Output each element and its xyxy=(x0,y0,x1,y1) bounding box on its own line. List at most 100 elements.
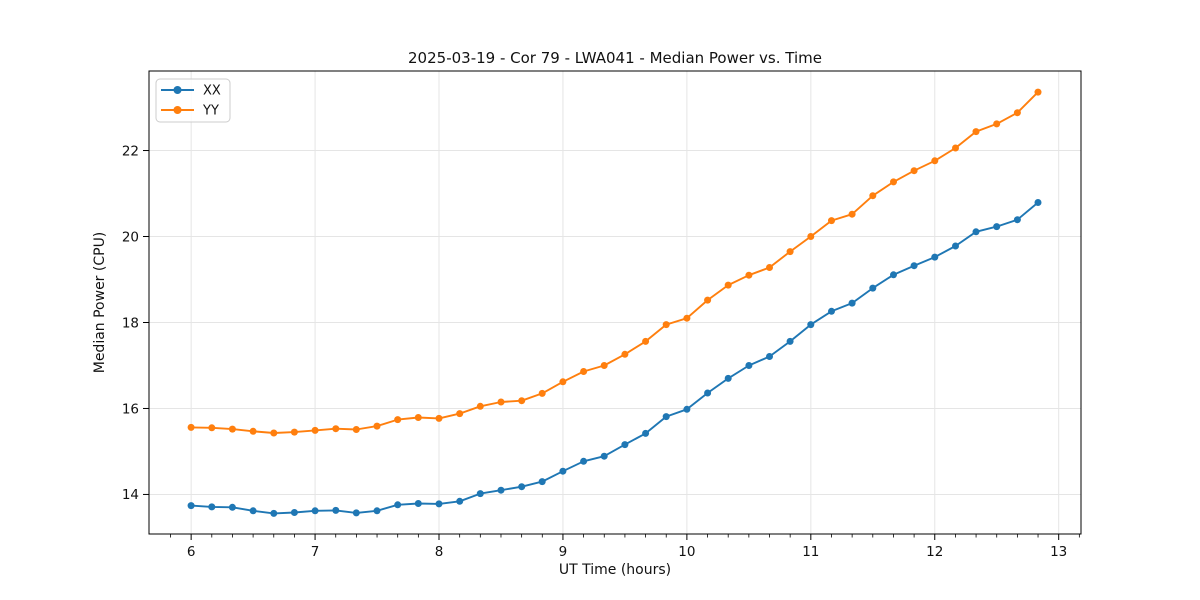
plot-border xyxy=(148,70,1082,535)
y-tick-label: 22 xyxy=(122,143,139,159)
x-tick-label: 6 xyxy=(187,544,196,560)
x-axis-label: UT Time (hours) xyxy=(559,562,671,578)
data-point-marker-xx xyxy=(476,490,484,498)
data-point-marker-yy xyxy=(931,157,939,165)
data-point-marker-yy xyxy=(745,271,753,279)
data-point-marker-yy xyxy=(352,426,360,433)
data-point-marker-xx xyxy=(662,413,670,421)
data-point-marker-yy xyxy=(456,410,464,418)
data-point-marker-yy xyxy=(869,192,877,200)
data-point-marker-yy xyxy=(642,337,650,345)
data-point-marker-xx xyxy=(642,429,650,437)
data-point-marker-xx xyxy=(187,502,195,510)
legend-sample-marker-yy xyxy=(173,106,182,114)
y-tick-label: 16 xyxy=(122,401,139,417)
data-point-marker-yy xyxy=(786,248,794,256)
data-point-marker-yy xyxy=(890,178,897,186)
data-point-marker-xx xyxy=(352,509,360,517)
data-point-marker-xx xyxy=(621,441,629,449)
data-point-marker-xx xyxy=(538,478,546,486)
data-point-marker-xx xyxy=(373,507,381,515)
y-tick-label: 18 xyxy=(122,315,139,331)
data-point-marker-xx xyxy=(394,501,402,509)
data-point-marker-yy xyxy=(538,389,546,397)
y-axis-label: Median Power (CPU) xyxy=(92,232,108,374)
data-point-marker-yy xyxy=(828,217,835,225)
data-point-marker-xx xyxy=(869,284,877,292)
data-point-marker-xx xyxy=(910,262,918,270)
data-point-marker-xx xyxy=(290,509,298,516)
data-point-marker-xx xyxy=(1013,216,1021,224)
data-point-marker-yy xyxy=(228,425,236,433)
data-point-marker-xx xyxy=(972,228,980,236)
data-point-marker-yy xyxy=(208,424,216,432)
data-point-marker-xx xyxy=(724,374,732,382)
data-point-marker-yy xyxy=(270,429,278,437)
data-point-marker-xx xyxy=(890,271,897,279)
data-point-marker-xx xyxy=(414,500,422,507)
data-point-marker-yy xyxy=(332,425,340,433)
data-point-marker-xx xyxy=(600,452,608,460)
x-tick-label: 11 xyxy=(802,544,819,560)
x-tick-label: 7 xyxy=(311,544,320,560)
data-point-marker-xx xyxy=(848,299,856,307)
data-point-marker-xx xyxy=(518,483,526,491)
data-point-marker-yy xyxy=(435,414,443,422)
data-point-marker-yy xyxy=(972,128,980,136)
data-point-marker-yy xyxy=(559,378,567,386)
data-point-marker-xx xyxy=(952,242,959,250)
data-point-marker-yy xyxy=(187,423,195,431)
data-point-marker-xx xyxy=(228,503,236,511)
data-point-marker-yy xyxy=(724,281,732,289)
data-point-marker-yy xyxy=(993,120,1001,128)
data-point-marker-yy xyxy=(1034,88,1042,96)
data-point-marker-xx xyxy=(208,503,216,511)
series-line-yy xyxy=(191,91,1039,434)
legend-label-yy: YY xyxy=(202,104,219,119)
data-point-marker-xx xyxy=(270,509,278,517)
data-point-marker-xx xyxy=(580,457,588,465)
data-point-marker-xx xyxy=(497,486,505,494)
data-point-marker-xx xyxy=(435,500,443,508)
data-point-marker-yy xyxy=(910,167,918,175)
data-point-marker-xx xyxy=(559,467,567,475)
data-point-marker-xx xyxy=(766,353,773,360)
data-point-marker-xx xyxy=(786,337,794,345)
data-point-marker-yy xyxy=(952,144,959,152)
data-point-marker-xx xyxy=(249,507,257,515)
data-point-marker-xx xyxy=(683,405,691,413)
legend-label-xx: XX xyxy=(203,84,221,99)
data-point-marker-yy xyxy=(766,264,773,271)
x-tick-label: 12 xyxy=(926,544,943,560)
data-point-marker-xx xyxy=(993,223,1001,231)
data-point-marker-yy xyxy=(414,414,422,421)
data-point-marker-xx xyxy=(456,497,464,505)
data-point-marker-xx xyxy=(1034,199,1042,206)
x-tick-label: 8 xyxy=(435,544,444,560)
data-point-marker-yy xyxy=(600,362,608,369)
data-point-marker-yy xyxy=(518,397,526,405)
data-point-marker-xx xyxy=(745,362,753,369)
data-point-marker-xx xyxy=(311,507,319,515)
data-point-marker-xx xyxy=(807,321,815,329)
data-point-marker-yy xyxy=(476,402,484,410)
y-tick-label: 20 xyxy=(122,229,139,245)
data-point-marker-yy xyxy=(497,398,505,406)
data-point-marker-yy xyxy=(394,416,402,424)
data-point-marker-yy xyxy=(373,422,381,430)
data-point-marker-yy xyxy=(683,314,691,322)
chart-title: 2025-03-19 - Cor 79 - LWA041 - Median Po… xyxy=(408,49,822,67)
data-point-marker-yy xyxy=(621,350,629,358)
x-tick-label: 10 xyxy=(678,544,695,560)
data-point-marker-yy xyxy=(662,321,670,329)
data-point-marker-yy xyxy=(290,428,298,436)
data-point-marker-yy xyxy=(848,210,856,218)
data-point-marker-yy xyxy=(580,368,588,375)
data-point-marker-yy xyxy=(807,233,815,240)
series-line-xx xyxy=(191,201,1039,515)
data-point-marker-xx xyxy=(332,506,340,514)
data-point-marker-xx xyxy=(828,307,835,315)
y-tick-label: 14 xyxy=(122,487,139,503)
